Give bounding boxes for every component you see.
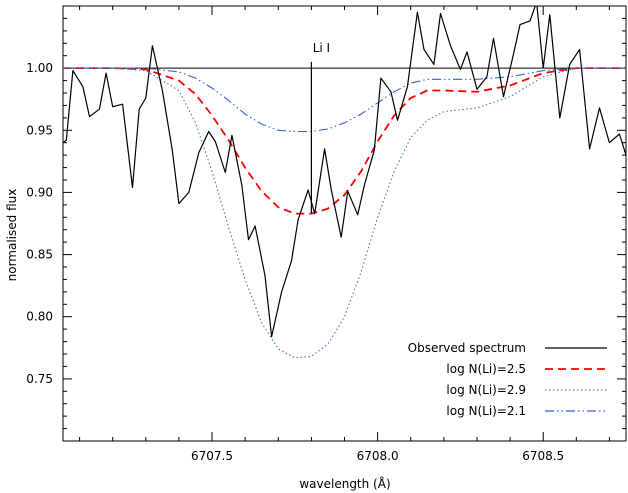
- y-axis-label: normalised flux: [5, 189, 19, 282]
- legend-label: log N(Li)=2.9: [446, 383, 526, 397]
- y-tick-label: 0.75: [26, 372, 53, 386]
- legend-label: log N(Li)=2.1: [446, 404, 526, 418]
- x-tick-label: 6708.0: [357, 449, 399, 463]
- x-tick-label: 6707.5: [191, 449, 233, 463]
- y-tick-label: 0.95: [26, 123, 53, 137]
- legend-label: Observed spectrum: [408, 341, 526, 355]
- y-tick-label: 1.00: [26, 61, 53, 75]
- legend-label: log N(Li)=2.5: [446, 362, 526, 376]
- y-tick-label: 0.85: [26, 248, 53, 262]
- x-tick-label: 6708.5: [522, 449, 564, 463]
- series-line-0: [63, 6, 626, 338]
- li-annotation-label: Li I: [313, 41, 330, 55]
- series-line-3: [63, 67, 626, 133]
- series-line-1: [63, 67, 626, 215]
- y-tick-label: 0.80: [26, 310, 53, 324]
- x-axis-label: wavelength (Å): [299, 476, 390, 491]
- y-tick-label: 0.90: [26, 185, 53, 199]
